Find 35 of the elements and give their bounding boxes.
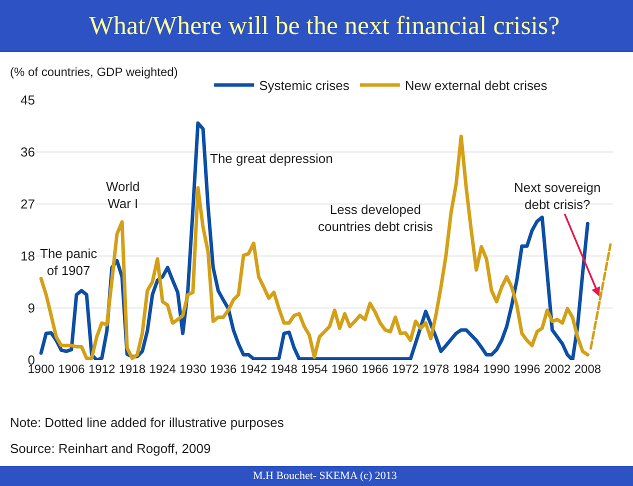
x-tick-label: 1936 xyxy=(210,362,237,376)
text: Note: Dotted line added for illustrative purposes xyxy=(10,415,284,430)
annotation: World War I xyxy=(106,179,140,211)
x-tick-label: 1966 xyxy=(362,362,389,376)
y-axis-title: (% of countries, GDP weighted) xyxy=(10,65,178,79)
legend-label: New external debt crises xyxy=(404,78,548,94)
y-tick-label: 9 xyxy=(28,300,35,316)
y-tick-label: 45 xyxy=(20,92,35,108)
x-tick-label: 1918 xyxy=(118,362,146,376)
x-tick-label: 2002 xyxy=(544,362,571,376)
x-tick-label: 1924 xyxy=(149,362,176,376)
x-tick-label: 1948 xyxy=(270,362,298,376)
y-tick-label: 36 xyxy=(20,144,35,160)
annotation: Less developed countries debt crisis xyxy=(318,202,434,234)
y-tick-label: 18 xyxy=(20,248,35,264)
x-tick-label: 1978 xyxy=(422,362,450,376)
source-note: Source: Reinhart and Rogoff, 2009 xyxy=(10,441,211,456)
x-tick-label: 2008 xyxy=(574,362,602,376)
annotation: Next sovereign debt crisis? xyxy=(514,180,601,212)
x-tick-label: 1930 xyxy=(180,362,207,376)
annotation: The panic of 1907 xyxy=(40,246,98,278)
text: M.H Bouchet- SKEMA (c) 2013 xyxy=(253,470,398,482)
x-tick-label: 1942 xyxy=(240,362,268,376)
x-tick-label: 1960 xyxy=(331,362,358,376)
chart-title: What/Where will be the next financial crisis? xyxy=(89,11,560,40)
x-tick-label: 1984 xyxy=(452,362,480,376)
legend-label: Systemic crises xyxy=(259,78,350,94)
y-tick-label: 27 xyxy=(20,196,35,212)
x-tick-label: 1996 xyxy=(514,362,541,376)
annotation: The great depression xyxy=(210,151,333,166)
x-tick-label: 1972 xyxy=(392,362,420,376)
x-tick-label: 1912 xyxy=(88,362,116,376)
x-tick-label: 1990 xyxy=(483,362,510,376)
x-tick-label: 1954 xyxy=(301,362,328,376)
x-tick-label: 1906 xyxy=(58,362,86,376)
